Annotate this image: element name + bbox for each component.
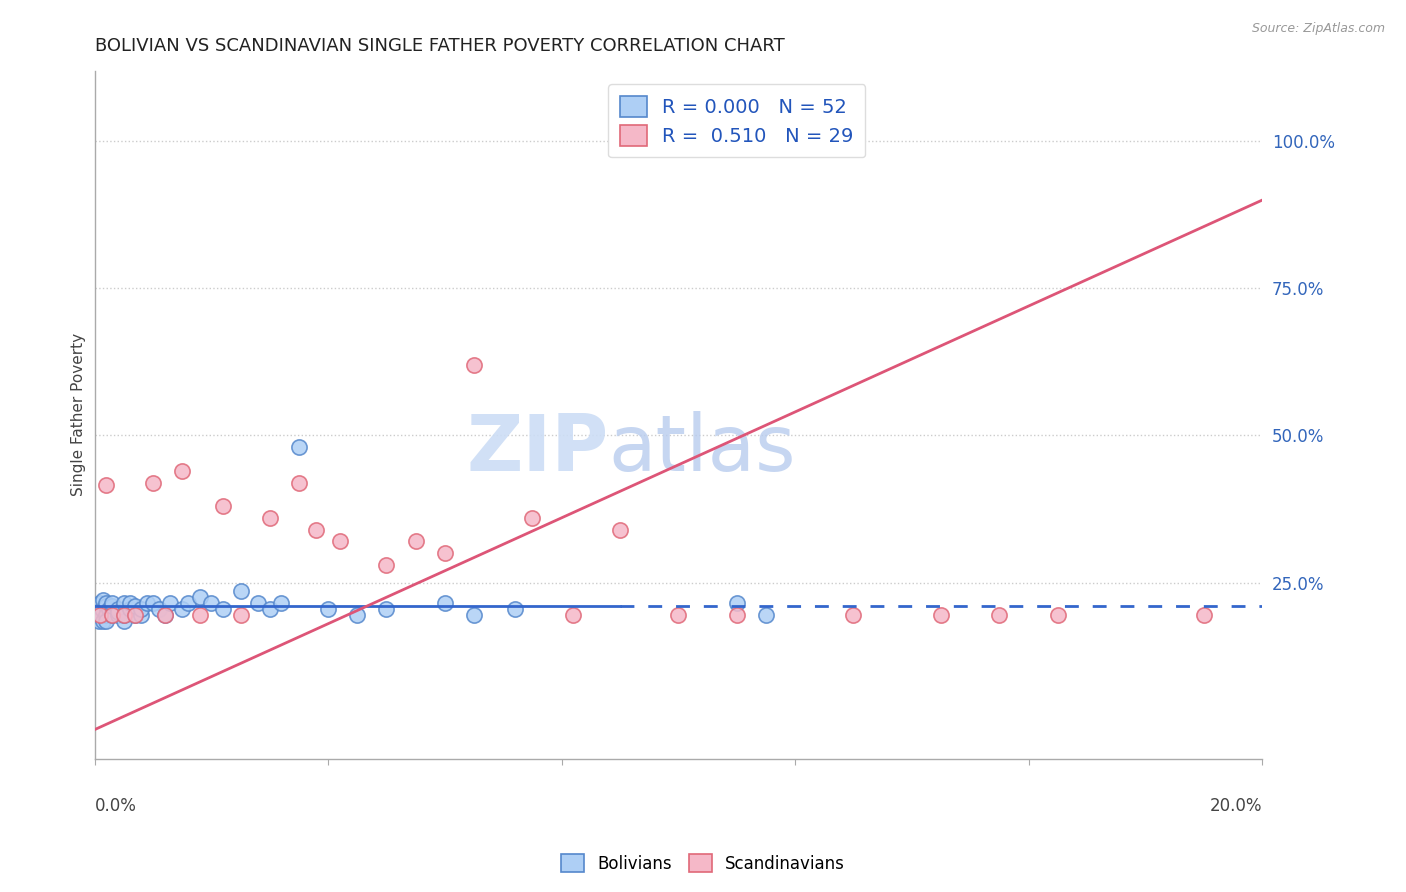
Point (316, 602, 339, 616)
Point (270, 596, 292, 610)
Point (142, 475, 165, 490)
Point (229, 584, 252, 599)
Point (172, 602, 194, 616)
Point (112, 607, 135, 622)
Point (91, 593, 114, 607)
Point (89, 596, 111, 610)
Point (89, 614, 111, 628)
Point (503, 602, 526, 616)
Point (305, 523, 328, 537)
Point (463, 358, 485, 372)
Text: atlas: atlas (609, 411, 796, 487)
Point (118, 602, 141, 616)
Point (96, 599, 118, 613)
Y-axis label: Single Father Poverty: Single Father Poverty (72, 334, 86, 497)
Point (96, 607, 118, 622)
Point (725, 596, 748, 610)
Point (433, 596, 456, 610)
Point (148, 602, 170, 616)
Point (112, 607, 135, 622)
Point (89, 607, 111, 622)
Point (666, 607, 689, 622)
Point (98, 602, 121, 616)
Point (212, 499, 235, 513)
Text: Source: ZipAtlas.com: Source: ZipAtlas.com (1251, 22, 1385, 36)
Point (329, 534, 352, 549)
Point (101, 607, 124, 622)
Point (212, 602, 235, 616)
Point (188, 607, 211, 622)
Point (107, 602, 129, 616)
Point (159, 596, 181, 610)
Point (842, 607, 865, 622)
Point (101, 605, 124, 619)
Point (96, 596, 118, 610)
Text: 20.0%: 20.0% (1209, 797, 1263, 814)
Point (562, 607, 585, 622)
Point (405, 534, 427, 549)
Point (172, 464, 194, 478)
Point (90, 602, 112, 616)
Point (725, 607, 748, 622)
Point (463, 607, 485, 622)
Point (124, 607, 146, 622)
Point (96, 478, 118, 492)
Point (101, 599, 124, 613)
Point (1192, 607, 1215, 622)
Point (124, 607, 146, 622)
Point (200, 596, 222, 610)
Point (101, 607, 124, 622)
Point (118, 596, 141, 610)
Point (86, 607, 108, 622)
Point (229, 607, 252, 622)
Point (522, 511, 544, 525)
Point (112, 614, 135, 628)
Point (112, 596, 135, 610)
Point (288, 475, 311, 490)
Point (375, 558, 398, 572)
Point (188, 591, 211, 605)
Text: ZIP: ZIP (465, 411, 609, 487)
Point (96, 614, 118, 628)
Point (91, 614, 114, 628)
Point (129, 607, 152, 622)
Point (346, 607, 368, 622)
Point (755, 607, 778, 622)
Point (89, 607, 111, 622)
Point (929, 607, 952, 622)
Point (1046, 607, 1069, 622)
Point (136, 596, 159, 610)
Legend: R = 0.000   N = 52, R =  0.510   N = 29: R = 0.000 N = 52, R = 0.510 N = 29 (607, 84, 866, 157)
Text: BOLIVIAN VS SCANDINAVIAN SINGLE FATHER POVERTY CORRELATION CHART: BOLIVIAN VS SCANDINAVIAN SINGLE FATHER P… (94, 37, 785, 55)
Point (177, 596, 200, 610)
Point (433, 546, 456, 560)
Point (86, 605, 108, 619)
Point (142, 596, 165, 610)
Point (259, 511, 281, 525)
Point (247, 596, 270, 610)
Point (153, 607, 176, 622)
Point (988, 607, 1011, 622)
Point (288, 440, 311, 454)
Point (153, 607, 176, 622)
Legend: Bolivians, Scandinavians: Bolivians, Scandinavians (554, 847, 852, 880)
Point (101, 596, 124, 610)
Point (124, 599, 146, 613)
Point (107, 605, 129, 619)
Point (259, 602, 281, 616)
Point (129, 602, 152, 616)
Text: 0.0%: 0.0% (94, 797, 136, 814)
Point (375, 602, 398, 616)
Point (107, 607, 129, 622)
Point (609, 523, 631, 537)
